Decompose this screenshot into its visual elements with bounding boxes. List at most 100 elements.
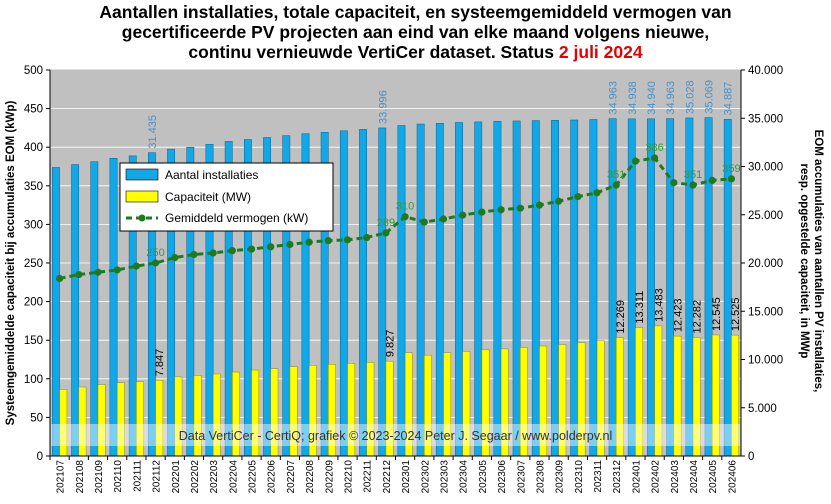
label-installaties: 33.996 <box>377 90 389 124</box>
point-vermogen <box>420 218 428 226</box>
title-line-1: Aantallen installaties, totale capacitei… <box>99 2 732 22</box>
point-vermogen <box>209 249 217 257</box>
tick-label-x: 202202 <box>190 460 201 494</box>
point-vermogen <box>689 181 697 189</box>
point-vermogen <box>708 176 716 184</box>
tick-label-x: 202201 <box>171 460 182 494</box>
tick-label-left: 400 <box>24 142 43 154</box>
point-vermogen <box>382 229 390 237</box>
label-vermogen: 386 <box>645 142 663 154</box>
tick-label-left: 100 <box>24 374 43 386</box>
tick-label-x: 202211 <box>363 460 374 493</box>
legend-swatch-installaties <box>125 168 159 181</box>
tick-label-right: 35.000 <box>748 113 783 125</box>
point-vermogen <box>612 181 620 189</box>
tick-label-right: 25.000 <box>748 210 783 222</box>
label-capaciteit: 12.525 <box>730 297 742 331</box>
bar-installaties <box>570 119 579 457</box>
bar-installaties <box>551 120 559 457</box>
point-vermogen <box>363 233 371 242</box>
tick-label-x: 202306 <box>497 460 508 494</box>
bar-installaties <box>359 129 367 457</box>
point-vermogen <box>286 240 294 249</box>
point-vermogen <box>516 204 524 212</box>
point-vermogen <box>305 238 313 246</box>
tick-label-x: 202108 <box>75 460 86 494</box>
tick-label-x: 202307 <box>516 460 527 494</box>
bar-installaties <box>416 123 425 457</box>
tick-label-x: 202303 <box>439 460 450 494</box>
legend: Aantal installaties Capaciteit (MW) Gemi… <box>119 162 334 232</box>
label-installaties: 34.963 <box>665 81 677 115</box>
point-vermogen <box>574 193 582 201</box>
tick-label-x: 202208 <box>305 460 316 494</box>
y-axis-right-title-line-2: resp. opgestelde capaciteit, in MWp <box>798 164 810 359</box>
tick-label-x: 202209 <box>324 460 335 494</box>
point-vermogen <box>132 262 140 270</box>
tick-label-left: 450 <box>24 104 43 116</box>
tick-label-x: 202406 <box>727 460 738 494</box>
label-vermogen: 250 <box>146 247 164 259</box>
tick-label-x: 202110 <box>113 460 124 493</box>
bar-installaties <box>493 121 502 457</box>
tick-label-x: 202207 <box>286 460 297 494</box>
point-vermogen <box>171 253 179 262</box>
tick-label-x: 202301 <box>401 460 412 494</box>
tick-label-x: 202212 <box>382 460 393 494</box>
tick-label-x: 202302 <box>420 460 431 494</box>
label-installaties: 34.887 <box>723 82 735 116</box>
tick-label-x: 202309 <box>555 460 566 494</box>
tick-label-x: 202210 <box>344 460 355 494</box>
tick-label-left: 50 <box>30 412 43 424</box>
point-vermogen <box>324 237 332 245</box>
point-vermogen <box>593 189 601 197</box>
label-installaties: 31.435 <box>147 115 159 149</box>
point-vermogen <box>555 197 563 205</box>
bar-installaties <box>71 164 80 457</box>
bar-installaties <box>531 120 540 457</box>
value-labels: 31.435 33.996 34.963 34.938 34.940 34.963 35.0… <box>146 80 742 376</box>
tick-label-x: 202311 <box>593 460 604 493</box>
point-vermogen <box>478 208 486 216</box>
label-vermogen: 351 <box>607 169 625 181</box>
label-installaties: 35.028 <box>684 80 696 114</box>
label-capaciteit: 12.269 <box>615 300 627 334</box>
title-line-2: gecertificeerde PV projecten aan eind va… <box>121 22 710 42</box>
tick-label-right: 40.000 <box>748 65 783 77</box>
point-vermogen <box>190 250 198 259</box>
point-vermogen <box>113 266 121 274</box>
tick-label-left: 500 <box>24 65 43 77</box>
point-vermogen <box>55 274 64 283</box>
point-vermogen <box>151 259 160 267</box>
tick-label-x: 202403 <box>670 460 681 494</box>
tick-label-x: 202107 <box>56 460 67 494</box>
label-installaties: 34.940 <box>646 81 658 115</box>
title-line-3-prefix: continu vernieuwde VertiCer dataset. Sta… <box>188 42 555 62</box>
bar-installaties <box>378 127 387 457</box>
bar-installaties <box>474 121 483 457</box>
bar-installaties <box>455 122 463 457</box>
label-vermogen: 359 <box>722 163 740 175</box>
point-vermogen <box>267 243 275 251</box>
point-vermogen <box>247 245 256 253</box>
tick-label-x: 202205 <box>248 460 259 494</box>
point-vermogen <box>631 157 640 165</box>
label-capaciteit: 7.847 <box>154 349 166 377</box>
tick-label-x: 202203 <box>209 460 220 494</box>
credit-background <box>51 424 740 446</box>
tick-label-x: 202204 <box>228 460 239 494</box>
tick-label-x: 202206 <box>267 460 278 494</box>
legend-label-installaties: Aantal installaties <box>165 168 258 182</box>
label-installaties: 34.963 <box>608 81 620 115</box>
label-capaciteit: 12.545 <box>711 297 723 331</box>
y-axis-left-title: Systeemgemiddelde capaciteit bij accumul… <box>5 101 17 426</box>
label-capaciteit: 13.483 <box>653 288 665 322</box>
legend-label-capaciteit: Capaciteit (MW) <box>165 190 251 204</box>
tick-label-right: 30.000 <box>748 162 783 174</box>
title-line-3: continu vernieuwde VertiCer dataset. Sta… <box>0 42 831 62</box>
average-line <box>55 154 736 283</box>
point-vermogen <box>459 211 467 219</box>
tick-label-x: 202305 <box>478 460 489 494</box>
tick-label-left: 200 <box>24 297 43 309</box>
point-vermogen <box>727 175 736 183</box>
